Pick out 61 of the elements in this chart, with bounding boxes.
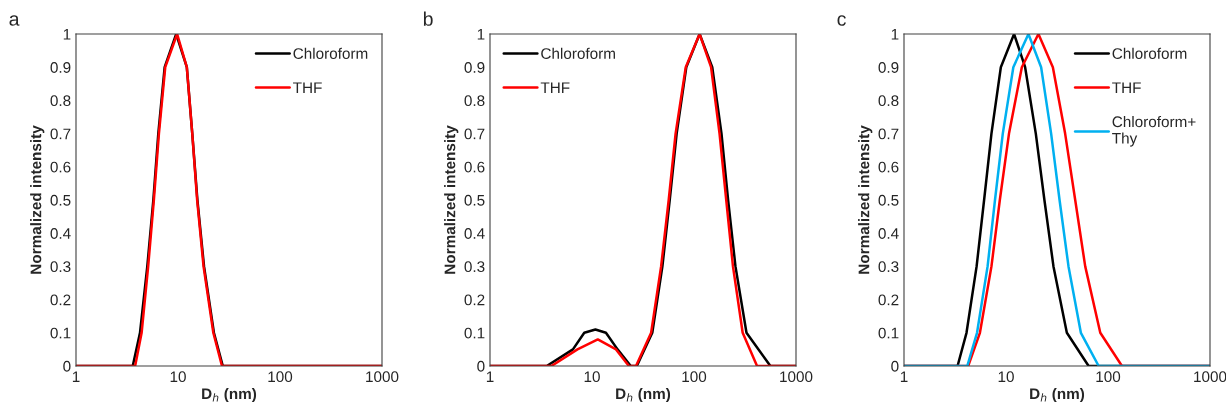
y-tick-label: 0.2 xyxy=(50,294,71,306)
y-tick-label: 1 xyxy=(63,29,71,40)
chart-title: a xyxy=(9,15,20,26)
legend-label: Chloroform+ Thy xyxy=(1112,115,1196,147)
y-tick-label: 0.9 xyxy=(50,62,71,73)
legend-label: Chloroform xyxy=(541,47,615,59)
y-tick-label: 0.9 xyxy=(878,62,899,73)
y-tick-label: 0.7 xyxy=(464,128,485,140)
y-tick-label: 0.5 xyxy=(878,194,899,206)
x-tick-label: 1000 xyxy=(366,371,399,383)
y-tick-label: 0.5 xyxy=(464,194,485,206)
y-tick-label: 0.2 xyxy=(878,294,899,306)
x-tick-label: 100 xyxy=(1096,371,1121,383)
y-tick-label: 0.6 xyxy=(878,161,899,173)
x-tick-label: 1 xyxy=(900,371,908,382)
y-tick-label: 0 xyxy=(63,360,71,372)
y-tick-label: 0.4 xyxy=(464,228,485,239)
x-tick-label: 10 xyxy=(998,371,1014,383)
legend-label: Chloroform xyxy=(293,47,368,59)
x-axis-title: D$_{h}$ (nm) xyxy=(616,387,671,403)
y-tick-label: 0.4 xyxy=(50,228,71,239)
y-tick-label: 0 xyxy=(477,360,485,372)
legend-label: THF xyxy=(293,82,322,93)
y-tick-label: 0 xyxy=(891,360,899,372)
y-axis-title: Normalized intensity xyxy=(444,125,459,274)
x-tick-label: 10 xyxy=(584,371,600,383)
x-tick-label: 10 xyxy=(170,371,186,383)
y-tick-label: 0.5 xyxy=(50,194,71,206)
y-tick-label: 0.3 xyxy=(50,261,71,273)
y-tick-label: 0.6 xyxy=(464,161,485,173)
x-tick-label: 1 xyxy=(72,371,80,382)
x-axis-title: D$_{h}$ (nm) xyxy=(1030,387,1085,403)
x-tick-label: 1 xyxy=(486,371,494,382)
y-tick-label: 0.1 xyxy=(50,327,71,339)
x-tick-label: 1000 xyxy=(780,371,813,383)
legend-label: THF xyxy=(540,82,570,93)
y-tick-label: 1 xyxy=(477,29,485,40)
y-axis-title: Normalized intensity xyxy=(30,125,45,274)
legend-label: THF xyxy=(1112,82,1141,93)
y-tick-label: 1 xyxy=(891,29,899,40)
y-tick-label: 0.1 xyxy=(878,327,899,339)
y-axis-title: Normalized intensity xyxy=(858,125,873,274)
y-tick-label: 0.3 xyxy=(464,261,485,273)
y-tick-label: 0.9 xyxy=(464,62,485,73)
y-tick-label: 0.8 xyxy=(50,95,71,107)
y-tick-label: 0.8 xyxy=(878,95,899,107)
y-tick-label: 0.7 xyxy=(50,128,71,140)
x-tick-label: 100 xyxy=(682,371,707,383)
legend-label: Chloroform xyxy=(1112,47,1187,59)
y-tick-label: 0.8 xyxy=(464,95,485,107)
x-axis-title: D$_{h}$ (nm) xyxy=(202,387,257,403)
chart-title: c xyxy=(837,15,846,26)
y-tick-label: 0.3 xyxy=(878,261,899,273)
x-tick-label: 100 xyxy=(268,371,293,383)
y-tick-label: 0.6 xyxy=(50,161,71,173)
x-tick-label: 1000 xyxy=(1194,371,1226,383)
y-tick-label: 0.1 xyxy=(464,327,485,339)
y-tick-label: 0.2 xyxy=(464,294,485,306)
chart-title: b xyxy=(423,11,433,26)
y-tick-label: 0.4 xyxy=(878,228,899,239)
y-tick-label: 0.7 xyxy=(878,128,899,140)
